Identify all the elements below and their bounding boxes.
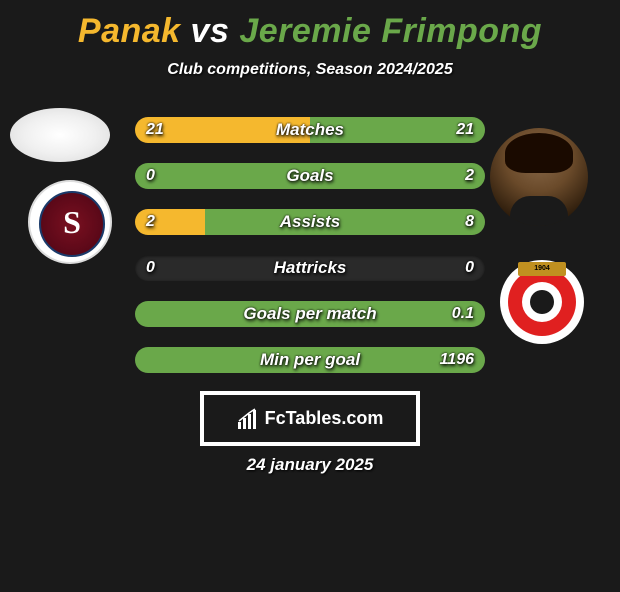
stat-label: Matches	[135, 120, 485, 140]
stat-row: Min per goal1196	[0, 337, 620, 383]
stat-value-right: 1196	[440, 351, 474, 369]
subtitle: Club competitions, Season 2024/2025	[0, 61, 620, 79]
stat-value-right: 2	[465, 167, 474, 185]
stat-row: Goals0 2	[0, 153, 620, 199]
stat-value-right: 0.1	[452, 305, 474, 323]
stat-row: Matches21 21	[0, 107, 620, 153]
brand-text: FcTables.com	[265, 408, 384, 429]
player2-name: Jeremie Frimpong	[239, 12, 542, 50]
stat-value-left: 0	[146, 259, 155, 277]
stat-label: Min per goal	[135, 350, 485, 370]
stat-value-left: 0	[146, 167, 155, 185]
brand-logo-icon	[237, 408, 259, 430]
stat-label: Goals per match	[135, 304, 485, 324]
stat-value-left: 2	[146, 213, 155, 231]
stat-row: Assists2 8	[0, 199, 620, 245]
stat-value-right: 8	[465, 213, 474, 231]
comparison-title: Panak vs Jeremie Frimpong	[0, 12, 620, 51]
club-year-banner: 1904	[518, 262, 566, 276]
generation-date: 24 january 2025	[0, 455, 620, 475]
stat-label: Hattricks	[135, 258, 485, 278]
brand-box: FcTables.com	[200, 391, 420, 446]
stat-value-right: 0	[465, 259, 474, 277]
stat-row: Goals per match0.1	[0, 291, 620, 337]
stat-value-left: 21	[146, 121, 164, 139]
stat-label: Goals	[135, 166, 485, 186]
player1-name: Panak	[78, 12, 181, 50]
stats-chart: Matches2121Goals02Assists28Hattricks00Go…	[0, 107, 620, 383]
stat-label: Assists	[135, 212, 485, 232]
stat-value-right: 21	[456, 121, 474, 139]
vs-text: vs	[191, 12, 230, 50]
